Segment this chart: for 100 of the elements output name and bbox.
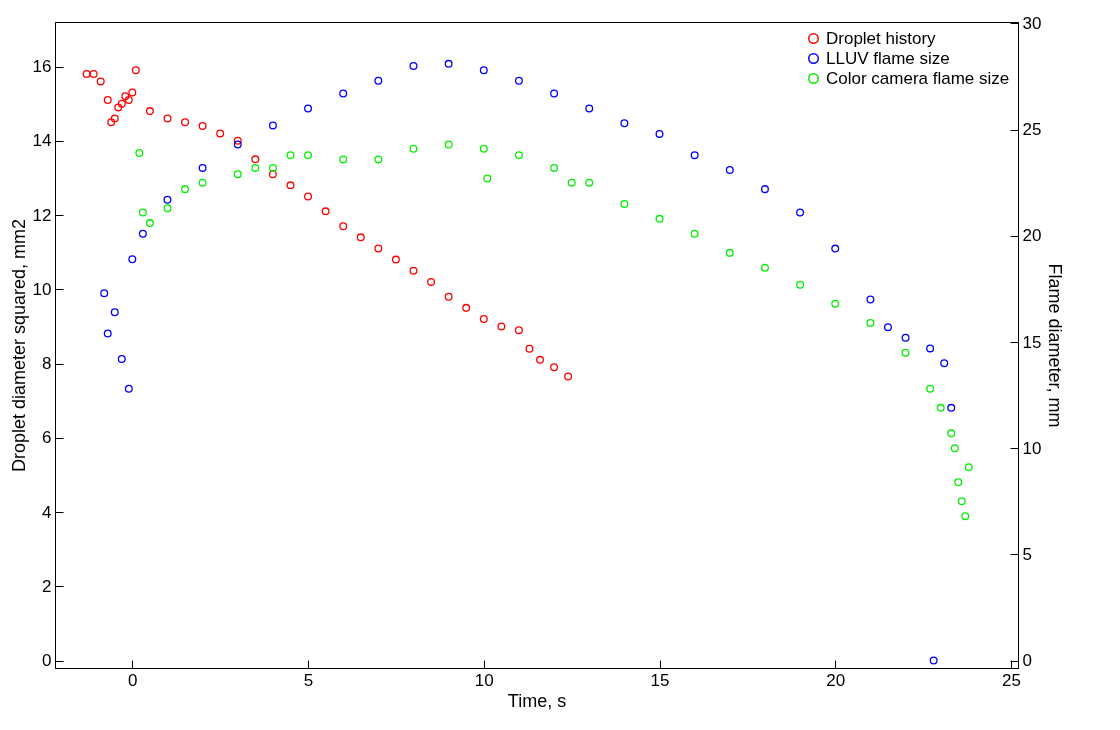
- point: [107, 118, 116, 127]
- point: [198, 178, 207, 187]
- point: [198, 121, 207, 130]
- y-tick-label: 0: [42, 651, 52, 671]
- y2-tick-label: 5: [1022, 544, 1032, 564]
- point: [514, 326, 523, 335]
- point: [163, 114, 172, 123]
- point: [831, 244, 840, 253]
- point: [725, 166, 734, 175]
- point: [110, 308, 119, 317]
- point: [444, 140, 453, 149]
- point: [251, 155, 260, 164]
- x-tick-label: 0: [128, 670, 138, 690]
- point: [525, 344, 534, 353]
- point: [339, 222, 348, 231]
- y-tick-label: 6: [42, 428, 52, 448]
- point: [514, 151, 523, 160]
- point: [936, 403, 945, 412]
- point: [110, 114, 119, 123]
- point: [964, 463, 973, 472]
- point: [427, 277, 436, 286]
- point: [479, 144, 488, 153]
- point: [163, 195, 172, 204]
- point: [760, 263, 769, 272]
- point: [304, 192, 313, 201]
- point: [796, 208, 805, 217]
- point: [926, 344, 935, 353]
- point: [251, 163, 260, 172]
- point: [514, 76, 523, 85]
- y-tick-label: 4: [42, 502, 52, 522]
- point: [268, 163, 277, 172]
- point: [374, 244, 383, 253]
- point: [198, 163, 207, 172]
- y-tick-label: 16: [32, 57, 52, 77]
- point: [339, 89, 348, 98]
- point: [356, 233, 365, 242]
- point: [564, 372, 573, 381]
- point: [103, 329, 112, 338]
- point: [940, 359, 949, 368]
- point: [497, 322, 506, 331]
- point: [690, 151, 699, 160]
- y2-tick-label: 0: [1022, 651, 1032, 671]
- point: [926, 384, 935, 393]
- point: [117, 355, 126, 364]
- point: [286, 181, 295, 190]
- point: [321, 207, 330, 216]
- point: [121, 92, 130, 101]
- point: [536, 355, 545, 364]
- point: [128, 255, 137, 264]
- y2-tick-label: 30: [1022, 13, 1042, 33]
- y-tick-label: 8: [42, 354, 52, 374]
- point: [620, 200, 629, 208]
- point: [929, 656, 938, 665]
- point: [866, 318, 875, 327]
- point: [409, 266, 418, 275]
- y2-tick-label: 25: [1022, 120, 1042, 140]
- point: [135, 149, 144, 158]
- legend-label: Color camera flame size: [826, 68, 1010, 88]
- y2-tick-label: 10: [1022, 438, 1042, 458]
- point: [567, 178, 576, 187]
- point: [409, 61, 418, 70]
- point: [138, 229, 147, 238]
- x-tick-label: 20: [826, 670, 846, 690]
- point: [655, 214, 664, 223]
- x-tick-label: 25: [1002, 670, 1021, 690]
- point: [957, 497, 966, 506]
- point: [796, 280, 805, 289]
- y-tick-label: 12: [32, 205, 52, 225]
- point: [374, 155, 383, 164]
- point: [286, 151, 295, 160]
- y-tick-label: 2: [42, 576, 52, 596]
- point: [479, 66, 488, 75]
- y-tick-label: 14: [32, 131, 52, 151]
- x-tick-label: 15: [650, 670, 670, 690]
- point: [760, 185, 769, 194]
- point: [304, 151, 313, 160]
- legend-label: LLUV flame size: [826, 48, 950, 68]
- point: [268, 121, 277, 130]
- point: [138, 208, 147, 217]
- point: [483, 174, 492, 183]
- point: [391, 255, 400, 264]
- y-axis-title: Droplet diameter squared, mm2: [8, 218, 29, 473]
- point: [96, 77, 105, 86]
- point: [866, 295, 875, 304]
- point: [233, 140, 242, 149]
- point: [233, 136, 242, 145]
- point: [268, 170, 277, 179]
- point: [550, 89, 559, 98]
- point: [304, 104, 313, 113]
- point: [585, 104, 594, 113]
- point: [620, 119, 629, 128]
- legend-label: Droplet history: [826, 28, 937, 48]
- point: [374, 76, 383, 85]
- point: [550, 163, 559, 172]
- point: [950, 444, 959, 453]
- point: [444, 292, 453, 301]
- point: [444, 59, 453, 68]
- point: [550, 363, 559, 372]
- y2-tick-label: 15: [1022, 332, 1042, 352]
- point: [131, 66, 140, 75]
